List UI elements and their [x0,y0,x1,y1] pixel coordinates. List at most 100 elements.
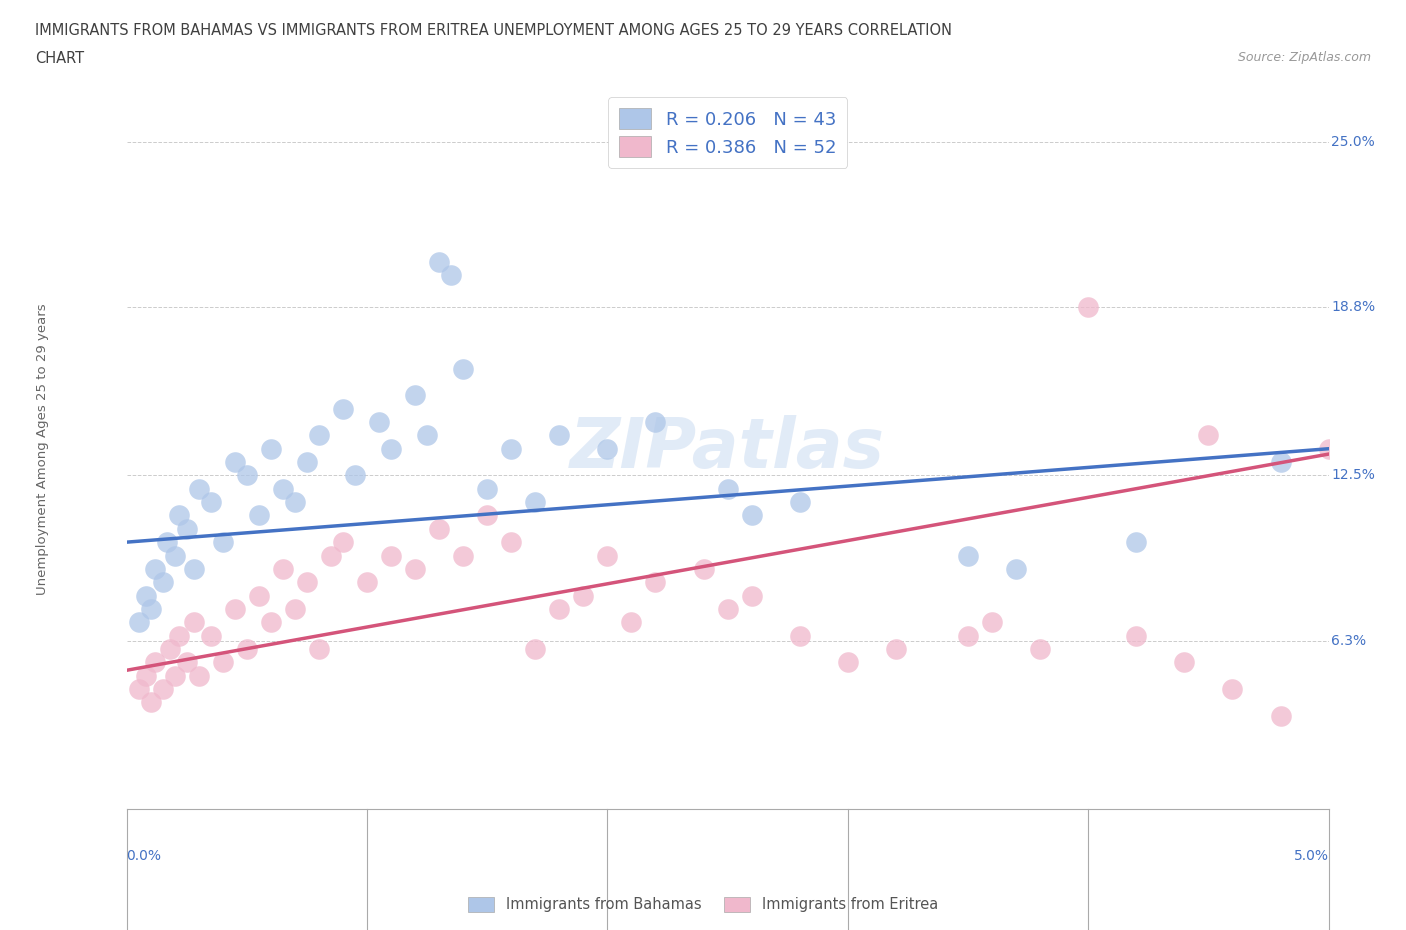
Point [884,642,907,657]
Point [956,548,979,563]
Text: ZIPatlas: ZIPatlas [569,415,886,483]
Point [295,455,318,470]
Point [224,455,246,470]
Point [1125,628,1147,643]
Point [139,695,162,710]
Point [284,602,307,617]
Point [789,628,811,643]
Legend: R = 0.206   N = 43, R = 0.386   N = 52: R = 0.206 N = 43, R = 0.386 N = 52 [607,98,848,168]
Point [596,442,619,457]
Point [451,361,474,376]
Point [837,655,859,670]
Point [475,482,498,497]
Point [152,575,174,590]
Point [319,548,342,563]
Text: 18.8%: 18.8% [1331,300,1375,314]
Point [501,442,523,457]
Point [128,682,150,697]
Point [524,495,547,510]
Text: 5.0%: 5.0% [1294,849,1329,863]
Point [343,468,366,483]
Text: IMMIGRANTS FROM BAHAMAS VS IMMIGRANTS FROM ERITREA UNEMPLOYMENT AMONG AGES 25 TO: IMMIGRANTS FROM BAHAMAS VS IMMIGRANTS FR… [35,23,952,38]
Point [308,428,330,443]
Point [200,495,222,510]
Point [247,508,270,523]
Point [692,562,714,577]
Point [145,655,167,670]
Point [1222,682,1244,697]
Point [1317,442,1340,457]
Point [1029,642,1052,657]
Point [187,482,209,497]
Point [596,548,619,563]
Point [741,508,763,523]
Text: Unemployment Among Ages 25 to 29 years: Unemployment Among Ages 25 to 29 years [37,303,49,594]
Point [427,522,450,537]
Point [169,508,191,523]
Point [380,442,402,457]
Point [187,668,209,683]
Point [1270,455,1292,470]
Point [128,615,150,630]
Point [200,628,222,643]
Point [139,602,162,617]
Text: Source: ZipAtlas.com: Source: ZipAtlas.com [1237,51,1371,64]
Point [451,548,474,563]
Point [152,682,174,697]
Legend: Immigrants from Bahamas, Immigrants from Eritrea: Immigrants from Bahamas, Immigrants from… [463,891,943,918]
Point [308,642,330,657]
Point [145,562,167,577]
Point [548,602,571,617]
Point [271,482,294,497]
Point [211,655,233,670]
Point [271,562,294,577]
Point [1270,709,1292,724]
Text: 12.5%: 12.5% [1331,469,1375,483]
Text: CHART: CHART [35,51,84,66]
Point [183,562,205,577]
Point [235,642,259,657]
Point [572,588,595,603]
Point [404,562,426,577]
Text: 0.0%: 0.0% [127,849,162,863]
Point [356,575,378,590]
Point [956,628,979,643]
Point [1005,562,1028,577]
Point [440,268,463,283]
Point [1173,655,1195,670]
Point [284,495,307,510]
Point [524,642,547,657]
Point [176,522,198,537]
Point [789,495,811,510]
Point [235,468,259,483]
Point [644,575,666,590]
Point [716,602,740,617]
Point [156,535,179,550]
Point [332,535,354,550]
Point [163,668,186,683]
Point [380,548,402,563]
Point [260,615,283,630]
Text: 6.3%: 6.3% [1331,634,1367,648]
Point [981,615,1004,630]
Point [176,655,198,670]
Point [475,508,498,523]
Point [1077,299,1099,314]
Point [169,628,191,643]
Point [620,615,643,630]
Point [135,588,157,603]
Point [416,428,439,443]
Point [548,428,571,443]
Point [135,668,157,683]
Point [159,642,181,657]
Point [211,535,233,550]
Point [247,588,270,603]
Point [1197,428,1219,443]
Point [741,588,763,603]
Point [332,401,354,416]
Point [295,575,318,590]
Text: 25.0%: 25.0% [1331,135,1375,149]
Point [183,615,205,630]
Point [644,415,666,430]
Point [501,535,523,550]
